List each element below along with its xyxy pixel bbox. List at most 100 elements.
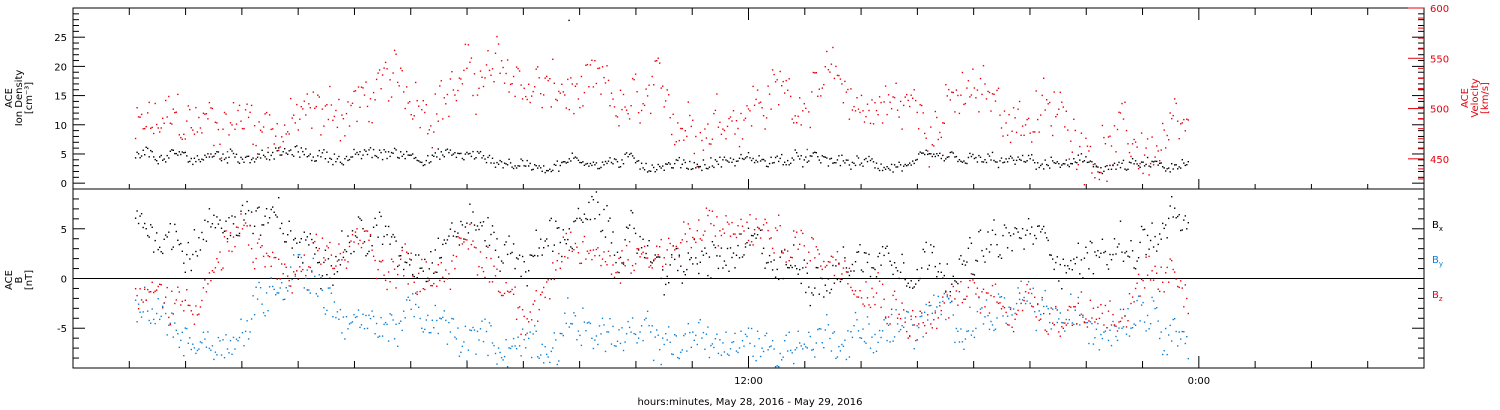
bz-point bbox=[448, 273, 450, 275]
bz-point bbox=[1091, 317, 1093, 319]
density-point bbox=[933, 153, 935, 155]
by-point bbox=[1140, 304, 1143, 306]
velocity-point bbox=[175, 111, 177, 113]
bx-point bbox=[752, 235, 754, 237]
velocity-point bbox=[431, 147, 433, 149]
bx-point bbox=[1065, 272, 1067, 274]
bx-point bbox=[999, 254, 1001, 256]
density-point bbox=[806, 161, 808, 163]
velocity-point bbox=[1058, 108, 1060, 110]
velocity-point bbox=[814, 72, 816, 74]
density-point bbox=[731, 161, 733, 163]
bz-point bbox=[726, 221, 729, 223]
velocity-point bbox=[663, 106, 665, 108]
density-point bbox=[630, 152, 632, 155]
bx-point bbox=[1076, 256, 1078, 259]
velocity-point bbox=[330, 104, 333, 106]
bz-point bbox=[330, 254, 333, 256]
velocity-point bbox=[924, 132, 926, 135]
bz-point bbox=[491, 281, 494, 283]
xtick-label: 0:00 bbox=[1188, 376, 1210, 387]
velocity-point bbox=[1080, 132, 1083, 134]
bz-point bbox=[916, 339, 918, 341]
density-point bbox=[229, 148, 232, 150]
bz-point bbox=[604, 261, 607, 263]
bx-point bbox=[1174, 207, 1176, 209]
by-point bbox=[153, 318, 155, 321]
by-point bbox=[782, 356, 784, 358]
density-point bbox=[875, 162, 878, 164]
bz-point bbox=[890, 308, 893, 310]
velocity-point bbox=[154, 102, 156, 105]
density-point bbox=[857, 157, 860, 159]
by-point bbox=[970, 334, 973, 336]
density-point bbox=[232, 152, 235, 155]
velocity-point bbox=[511, 83, 513, 85]
bx-point bbox=[311, 238, 313, 241]
velocity-point bbox=[863, 121, 866, 123]
by-point bbox=[928, 305, 930, 307]
bx-point bbox=[1041, 228, 1043, 230]
bx-point bbox=[627, 227, 629, 229]
by-point bbox=[937, 295, 939, 298]
bz-point bbox=[490, 257, 492, 260]
bz-point bbox=[443, 280, 445, 283]
density-point bbox=[612, 163, 614, 165]
velocity-point bbox=[487, 50, 489, 52]
bz-point bbox=[461, 243, 464, 245]
bx-point bbox=[528, 270, 530, 272]
density-point bbox=[642, 167, 644, 169]
by-point bbox=[690, 346, 692, 349]
bz-point bbox=[728, 223, 730, 225]
velocity-point bbox=[142, 128, 144, 130]
bx-point bbox=[193, 229, 196, 231]
bz-point bbox=[942, 296, 944, 298]
density-point bbox=[636, 160, 638, 162]
density-point bbox=[193, 157, 196, 159]
top-ylabel-right: ACE Velocity [km/s] bbox=[1460, 78, 1491, 117]
bz-point bbox=[931, 327, 933, 329]
bx-point bbox=[506, 253, 509, 256]
by-point bbox=[1187, 357, 1189, 360]
velocity-point bbox=[787, 89, 789, 91]
velocity-point bbox=[291, 117, 293, 119]
bz-point bbox=[994, 283, 997, 285]
bz-point bbox=[1101, 312, 1104, 315]
bx-point bbox=[424, 258, 426, 261]
velocity-point bbox=[137, 116, 140, 118]
bz-point bbox=[776, 229, 778, 232]
bz-point bbox=[743, 230, 745, 232]
density-point bbox=[377, 157, 379, 159]
bx-point bbox=[589, 218, 592, 221]
bz-point bbox=[824, 266, 826, 268]
density-point bbox=[1026, 160, 1028, 162]
bx-point bbox=[943, 274, 945, 277]
bx-point bbox=[174, 223, 176, 226]
bz-point bbox=[844, 260, 846, 262]
bz-point bbox=[377, 268, 379, 271]
bx-point bbox=[281, 222, 283, 225]
bx-point bbox=[952, 275, 954, 277]
velocity-point bbox=[1174, 98, 1176, 100]
bz-point bbox=[469, 223, 471, 226]
bz-point bbox=[535, 290, 537, 292]
density-point bbox=[657, 163, 659, 166]
velocity-point bbox=[1146, 138, 1149, 140]
density-point bbox=[484, 158, 486, 160]
density-point bbox=[1034, 162, 1036, 164]
velocity-point bbox=[171, 123, 173, 125]
by-point bbox=[275, 294, 277, 296]
velocity-point bbox=[976, 89, 979, 91]
bx-point bbox=[502, 262, 504, 264]
density-point bbox=[1159, 162, 1161, 164]
velocity-point bbox=[750, 125, 753, 127]
bz-point bbox=[1035, 316, 1037, 318]
by-point bbox=[832, 332, 834, 334]
bx-point bbox=[523, 261, 525, 263]
density-point bbox=[154, 158, 156, 161]
density-point bbox=[309, 153, 311, 155]
velocity-point bbox=[686, 135, 688, 138]
bz-point bbox=[762, 224, 765, 226]
by-point bbox=[674, 334, 676, 336]
bx-point bbox=[503, 244, 506, 246]
